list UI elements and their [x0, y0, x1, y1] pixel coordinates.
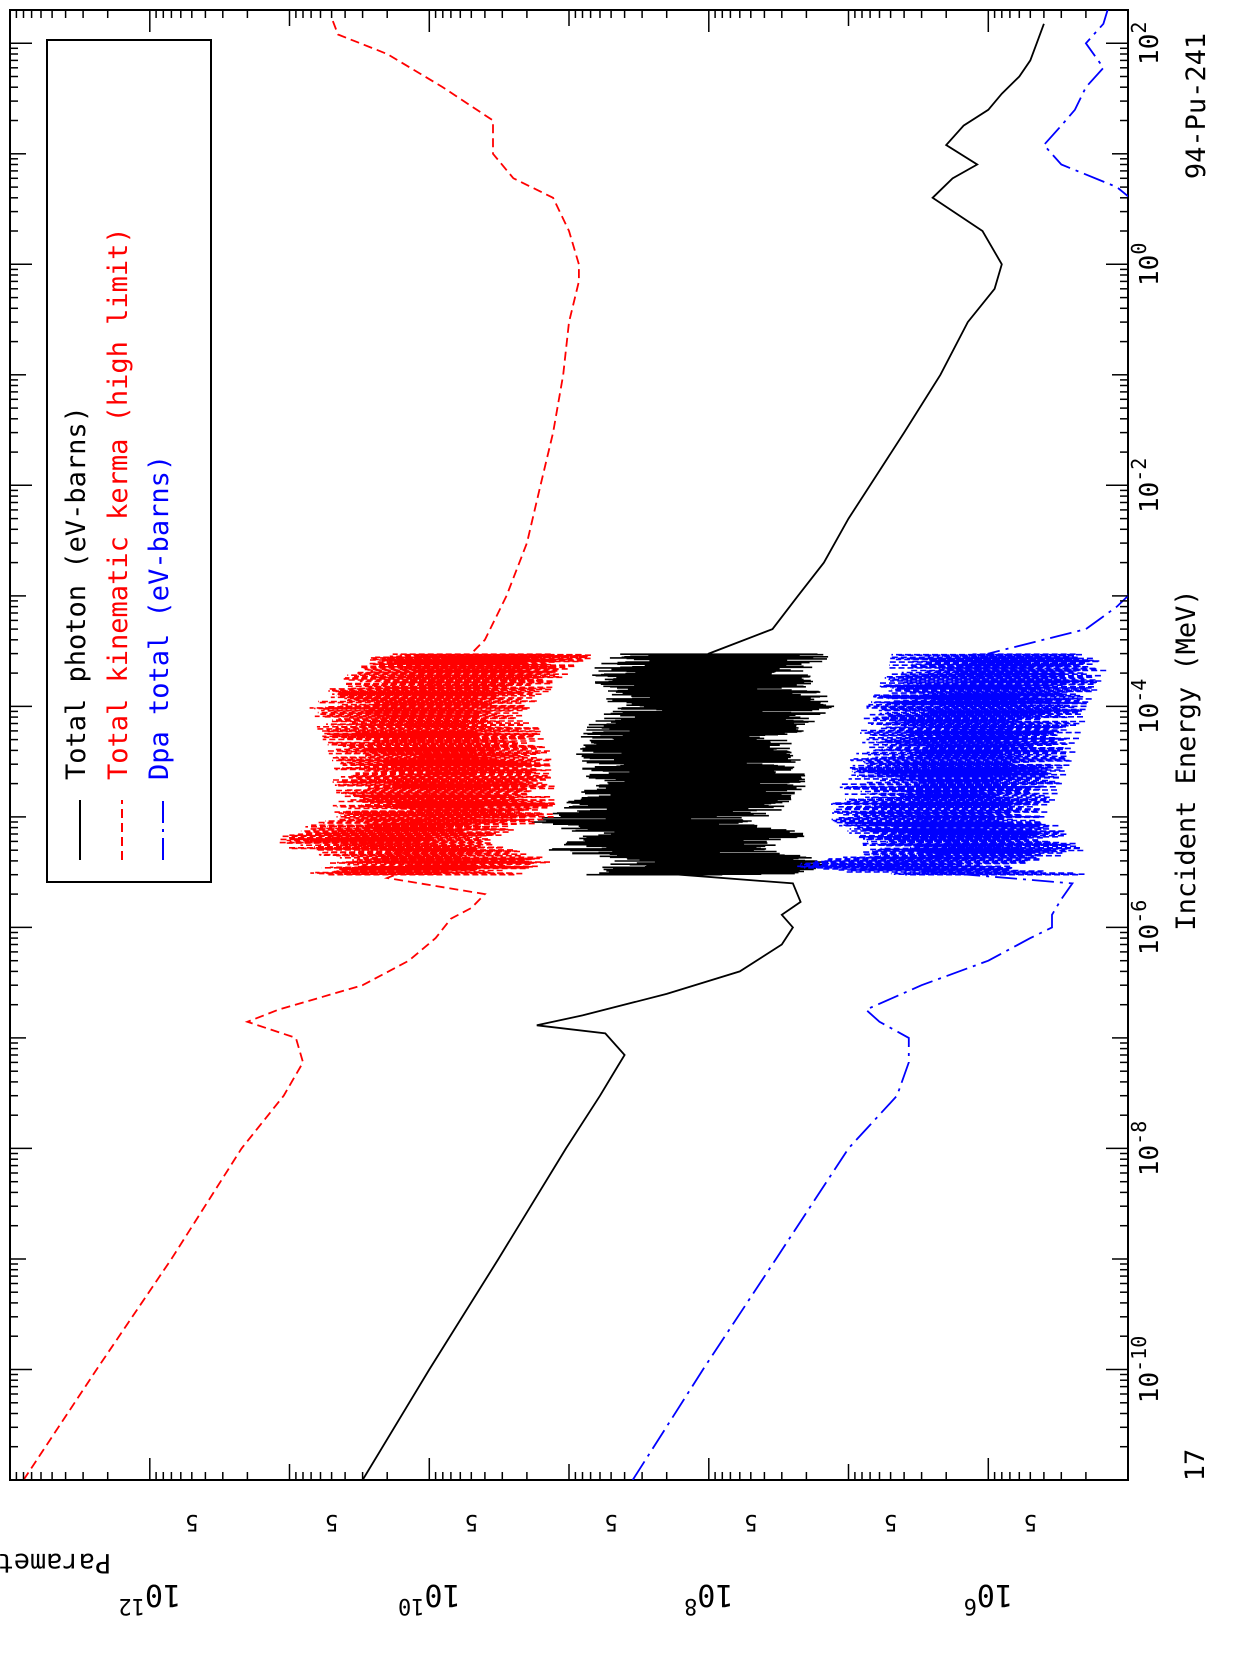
series-layer: [22, 10, 1128, 1480]
x-tick-label: 100: [1127, 243, 1165, 286]
legend-entry-1: Total photon (eV-barns): [61, 406, 92, 860]
legend-entry-2: Total kinematic kerma (high limit): [103, 227, 134, 860]
resonance-region-1: [531, 653, 835, 876]
y-axis-label: Parameters: [0, 1547, 111, 1578]
y-minor-label: 5: [884, 1509, 897, 1534]
y-tick-label: 106: [964, 1577, 1013, 1618]
y-tick-label: 1012: [118, 1577, 181, 1618]
y-tick-label: 1010: [398, 1577, 461, 1618]
x-tick-label: 10-6: [1127, 900, 1165, 955]
y-minor-label: 5: [604, 1509, 617, 1534]
x-tick-label: 10-10: [1127, 1336, 1165, 1403]
legend-label: Total kinematic kerma (high limit): [103, 227, 134, 780]
legend-label: Dpa total (eV-barns): [144, 455, 175, 780]
series-3: [631, 10, 1128, 1480]
series-2: [22, 17, 591, 1480]
y-minor-label: 5: [185, 1509, 198, 1534]
corner-label: 17: [1180, 1449, 1211, 1482]
x-tick-label: 102: [1127, 22, 1165, 65]
legend-entry-3: Dpa total (eV-barns): [144, 455, 175, 860]
y-minor-label: 5: [1024, 1509, 1037, 1534]
resonance-region-2: [277, 653, 591, 876]
y-minor-label: 5: [325, 1509, 338, 1534]
x-axis-label: Incident Energy (MeV): [1171, 589, 1202, 930]
y-tick-label: 108: [684, 1577, 733, 1618]
legend-box: [46, 39, 212, 883]
series-line-3: [631, 10, 1128, 1480]
series-1: [361, 23, 1045, 1480]
y-minor-label: 5: [465, 1509, 478, 1534]
ticks-layer: [9, 9, 1129, 1481]
x-tick-label: 10-2: [1127, 458, 1165, 513]
x-tick-label: 10-4: [1127, 679, 1165, 734]
x-tick-label: 10-8: [1127, 1121, 1165, 1176]
material-label: 94-Pu-241: [1181, 33, 1212, 179]
legend-label: Total photon (eV-barns): [61, 406, 92, 780]
y-minor-label: 5: [744, 1509, 757, 1534]
legend: Total photon (eV-barns) Total kinematic k…: [46, 39, 212, 883]
resonance-region-3: [794, 653, 1107, 876]
